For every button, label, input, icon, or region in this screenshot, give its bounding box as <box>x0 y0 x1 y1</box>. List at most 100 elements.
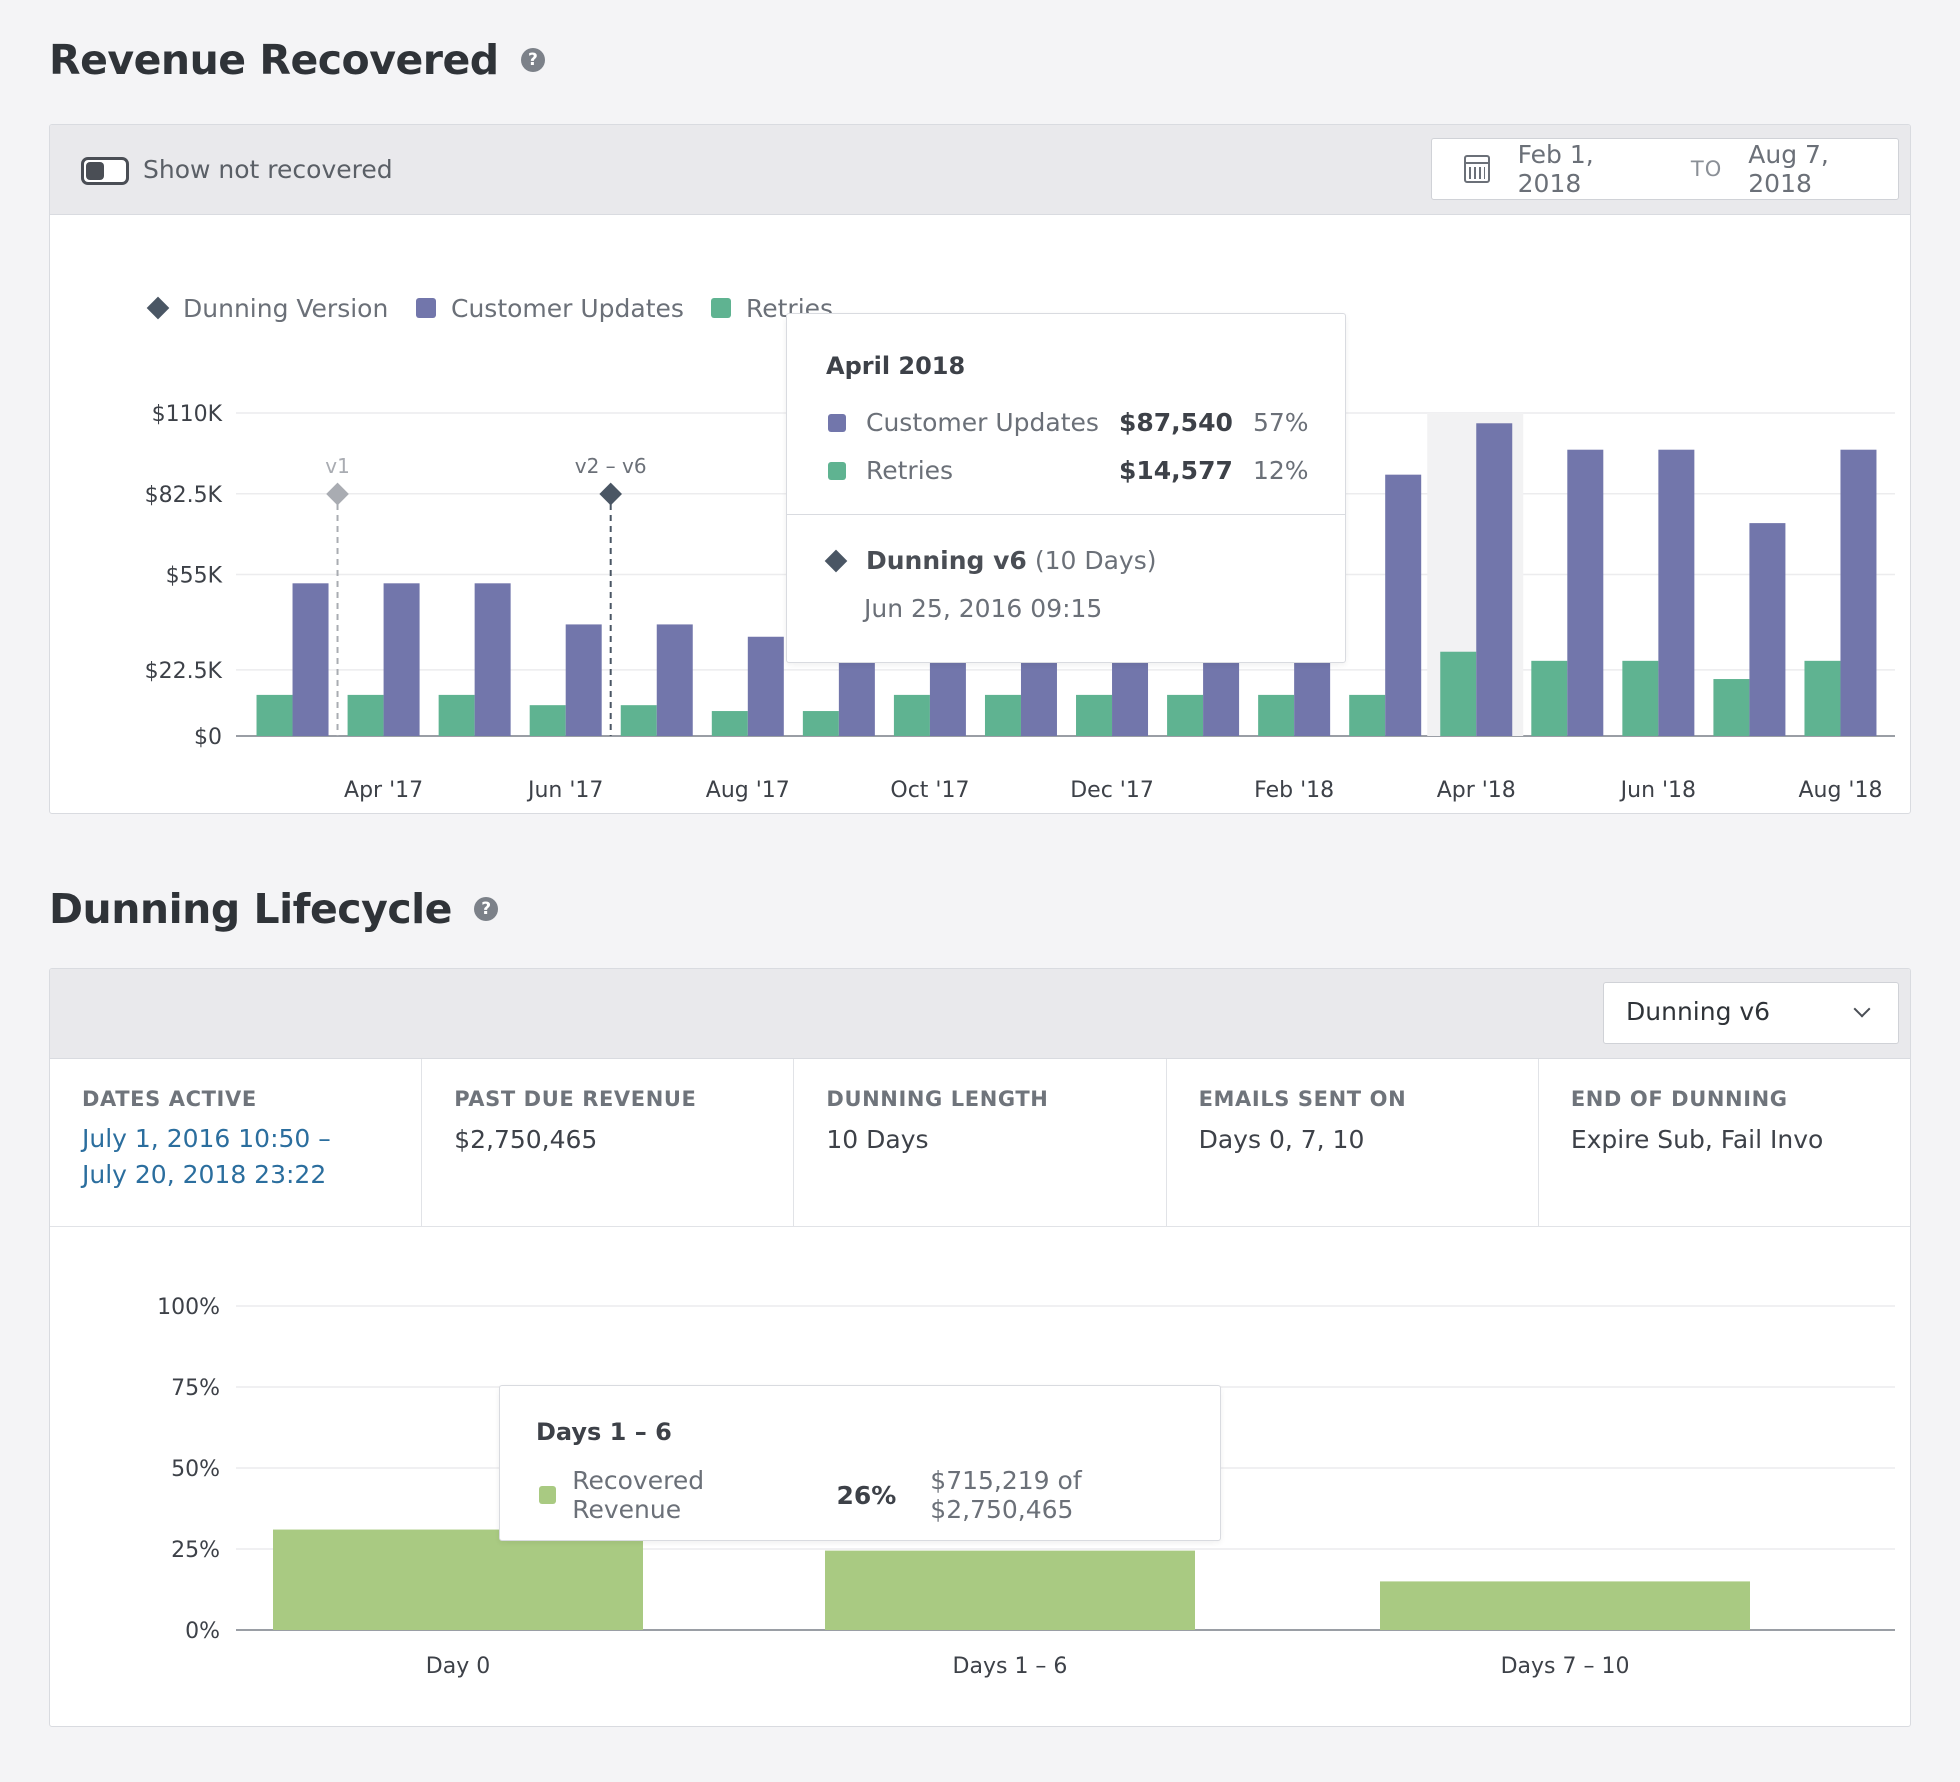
stat-label: EMAILS SENT ON <box>1198 1087 1407 1111</box>
date-to[interactable]: Aug 7, 2018 <box>1748 140 1829 198</box>
dates-active-line1[interactable]: July 1, 2016 10:50 – <box>82 1124 331 1153</box>
bar-retries <box>1713 679 1750 736</box>
bar-customer-updates <box>747 636 784 736</box>
tooltip-row-retries: Retries <box>828 456 953 485</box>
customer-updates-swatch <box>828 413 846 432</box>
revenue-card: Show not recovered Feb 1, 2018 TO Aug 7,… <box>49 124 1911 814</box>
show-not-recovered-label: Show not recovered <box>143 155 393 184</box>
bar-retries <box>1349 694 1386 736</box>
stat-label: DATES ACTIVE <box>82 1087 257 1111</box>
bar-recovered-revenue <box>1380 1581 1750 1630</box>
tooltip-divider <box>787 514 1345 515</box>
tooltip-dunning-days: (10 Days) <box>1034 546 1157 575</box>
chevron-down-icon <box>1853 1000 1871 1018</box>
stat-past-due-revenue: PAST DUE REVENUE $2,750,465 <box>422 1059 795 1226</box>
stat-value: $2,750,465 <box>454 1125 598 1154</box>
lifecycle-stats: DATES ACTIVE July 1, 2016 10:50 – July 2… <box>50 1059 1910 1227</box>
tooltip-retries-value: $14,577 <box>1119 456 1233 485</box>
date-range-picker[interactable]: Feb 1, 2018 TO Aug 7, 2018 <box>1431 138 1899 200</box>
stat-label: END OF DUNNING <box>1570 1087 1788 1111</box>
lifecycle-section-title: Dunning Lifecycle ? <box>49 885 498 933</box>
tooltip-row-label: Retries <box>866 456 954 485</box>
help-icon[interactable]: ? <box>520 48 545 72</box>
tooltip-row-customer-updates: Customer Updates <box>828 408 1099 437</box>
lifecycle-tooltip: Days 1 – 6 Recovered Revenue 26% $715,21… <box>499 1385 1221 1541</box>
lifecycle-axis: 0% 25% 50% 75% 100% Day 0 Days 1 – 6 Days 7 – 1… <box>157 1295 1629 1679</box>
legend-swatch <box>416 298 436 318</box>
bar-retries <box>438 694 475 736</box>
tooltip-customer-updates-pct: 57% <box>1253 408 1309 437</box>
bar-customer-updates <box>656 624 693 736</box>
x-tick-label: Apr '17 <box>344 778 423 803</box>
stat-label: PAST DUE REVENUE <box>454 1087 697 1111</box>
tooltip-customer-updates-value: $87,540 <box>1119 408 1233 437</box>
recovered-revenue-swatch <box>539 1486 557 1504</box>
bar-retries <box>711 711 748 736</box>
bar-customer-updates <box>1749 523 1786 736</box>
dates-active-link[interactable]: July 1, 2016 10:50 – July 20, 2018 23:22 <box>82 1121 421 1193</box>
bar-retries <box>347 694 384 736</box>
y-tick-label: $0 <box>194 725 222 750</box>
x-tick-label: Days 7 – 10 <box>1501 1654 1630 1679</box>
bar-retries <box>1167 694 1204 736</box>
date-from[interactable]: Feb 1, 2018 <box>1517 140 1594 198</box>
bar-retries <box>1258 694 1295 736</box>
lifecycle-bars <box>273 1529 1750 1630</box>
y-tick-label: 100% <box>157 1295 220 1320</box>
tooltip-row-label: Customer Updates <box>866 408 1099 437</box>
bar-customer-updates <box>383 583 420 736</box>
stat-dates-active: DATES ACTIVE July 1, 2016 10:50 – July 2… <box>50 1059 423 1226</box>
bar-customer-updates <box>1385 474 1422 736</box>
x-tick-label: Dec '17 <box>1070 778 1154 803</box>
bar-retries <box>984 694 1021 736</box>
y-tick-label: 75% <box>171 1376 220 1401</box>
lifecycle-card-header: Dunning v6 <box>50 969 1910 1059</box>
bar-retries <box>1622 660 1659 736</box>
tooltip-month: April 2018 <box>826 352 966 380</box>
x-tick-label: Day 0 <box>426 1654 490 1679</box>
legend-dunning-diamond-icon <box>146 296 170 320</box>
legend-label: Dunning Version <box>183 294 388 323</box>
date-to-separator: TO <box>1690 157 1723 181</box>
x-tick-label: Oct '17 <box>890 778 969 803</box>
x-tick-label: Aug '17 <box>706 778 790 803</box>
lifecycle-tooltip-detail: $715,219 of $2,750,465 <box>930 1466 1082 1524</box>
lifecycle-title-text: Dunning Lifecycle <box>49 885 452 933</box>
bar-retries <box>802 711 839 736</box>
y-tick-label: 25% <box>171 1538 220 1563</box>
stat-value: Days 0, 7, 10 <box>1198 1125 1365 1154</box>
dunning-version-markers: v1 v2 – v6 <box>325 454 647 736</box>
bar-customer-updates <box>1658 449 1695 736</box>
stat-value: 10 Days <box>826 1125 929 1154</box>
x-tick-label: Feb '18 <box>1254 778 1334 803</box>
bar-retries <box>1440 651 1477 736</box>
y-tick-label: 50% <box>171 1457 220 1482</box>
y-tick-label: $55K <box>166 564 223 589</box>
revenue-tooltip: April 2018 Customer Updates $87,540 57% … <box>786 313 1346 663</box>
stat-emails-sent-on: EMAILS SENT ON Days 0, 7, 10 <box>1167 1059 1539 1226</box>
bar-recovered-revenue <box>825 1550 1195 1630</box>
tooltip-retries-pct: 12% <box>1253 456 1309 485</box>
revenue-card-header: Show not recovered Feb 1, 2018 TO Aug 7,… <box>50 125 1910 215</box>
lifecycle-tooltip-pct: 26% <box>836 1480 897 1510</box>
help-icon[interactable]: ? <box>473 897 498 921</box>
dunning-version-select[interactable]: Dunning v6 <box>1603 982 1899 1044</box>
dunning-diamond-icon <box>824 549 848 572</box>
dates-active-line2[interactable]: July 20, 2018 23:22 <box>82 1160 327 1189</box>
tooltip-dunning: Dunning v6 (10 Days) <box>824 546 1157 575</box>
bar-retries <box>1076 694 1113 736</box>
bar-customer-updates <box>1476 423 1513 736</box>
revenue-axis: $0 $22.5K $55K $82.5K $110K Apr '17 Jun '17 Aug… <box>145 402 1883 803</box>
bar-customer-updates <box>1567 449 1604 736</box>
show-not-recovered-toggle[interactable] <box>81 157 129 185</box>
stat-label: DUNNING LENGTH <box>826 1087 1049 1111</box>
lifecycle-tooltip-title: Days 1 – 6 <box>536 1418 672 1446</box>
stat-dunning-length: DUNNING LENGTH 10 Days <box>794 1059 1167 1226</box>
bar-customer-updates <box>565 624 602 736</box>
bar-retries <box>620 705 657 736</box>
marker-label: v2 – v6 <box>575 454 647 478</box>
stat-end-of-dunning: END OF DUNNING Expire Sub, Fail Invo <box>1539 1059 1910 1226</box>
marker-diamond-icon <box>599 482 623 506</box>
legend-swatch <box>711 298 731 318</box>
retries-swatch <box>828 461 846 480</box>
